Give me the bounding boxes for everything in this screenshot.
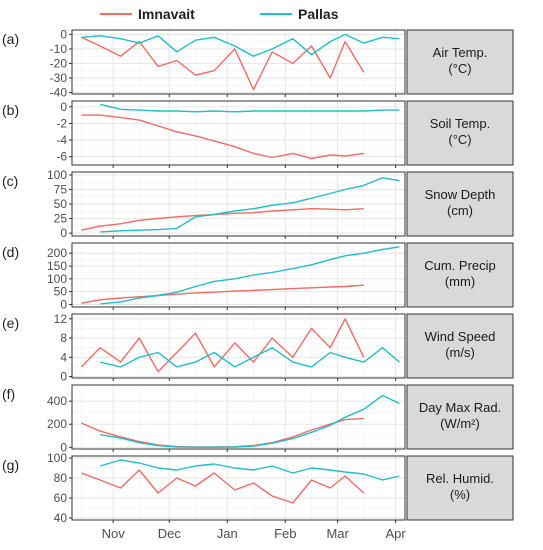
strip-label: (mm) (445, 274, 475, 289)
series-imnavait (81, 284, 364, 304)
y-tick-label: 150 (47, 259, 67, 273)
strip-label: (m/s) (445, 345, 475, 360)
y-tick-label: -6 (56, 150, 67, 164)
strip-label: Day Max Rad. (419, 400, 501, 415)
y-tick-label: 100 (47, 168, 67, 182)
panel-f: 400 200 0 (f) Day Max Rad.(W/m²) (2, 384, 514, 454)
plot-frame (71, 313, 406, 379)
y-tick-label: 8 (60, 331, 67, 345)
y-tick-label: 200 (47, 417, 67, 431)
legend-label-pallas: Pallas (298, 6, 339, 22)
panel-letter: (e) (2, 315, 19, 331)
strip (406, 384, 514, 450)
y-tick-label: 0 (60, 370, 67, 384)
y-tick-label: 25 (54, 212, 68, 226)
y-tick-label: 60 (54, 491, 68, 505)
series-imnavait (80, 318, 365, 373)
panels: 0-10-20-30-40(a)Air Temp.(°C)0-2-4-6(b)S… (2, 27, 514, 525)
strip-label: Cum. Precip (424, 258, 496, 273)
panel-letter: (f) (2, 386, 15, 402)
strip (406, 313, 514, 379)
y-tick-label: 12 (54, 312, 68, 326)
panel-a: 0-10-20-30-40 (a) Air Temp.(°C) (2, 27, 514, 100)
plot-frame (71, 384, 406, 450)
strip-label: (°C) (448, 61, 471, 76)
strip-label: (cm) (447, 203, 473, 218)
series-imnavait (81, 208, 364, 231)
x-tick-label: Dec (158, 526, 182, 541)
y-tick-label: -4 (56, 133, 67, 147)
y-tick-label: -40 (50, 86, 68, 100)
series-pallas (99, 347, 400, 368)
strip-label: (°C) (448, 132, 471, 147)
strip (406, 242, 514, 308)
plot-frame (71, 171, 406, 237)
x-tick-label: Nov (102, 526, 126, 541)
y-tick-label: 0 (60, 226, 67, 240)
y-tick-label: 80 (54, 471, 68, 485)
strip (406, 455, 514, 521)
strip-label: Air Temp. (433, 45, 488, 60)
panel-letter: (c) (2, 173, 18, 189)
panel-e: 12 8 4 0 (e) Wind Speed(m/s) (2, 312, 514, 384)
x-axis: Nov Dec Jan Feb Mar Apr (102, 526, 407, 541)
x-tick-label: Jan (217, 526, 238, 541)
y-tick-label: 100 (47, 272, 67, 286)
panel-g: 100 80 60 40 (g) Rel. Humid.(%) (2, 451, 514, 525)
panel-letter: (g) (2, 457, 19, 473)
y-tick-label: -20 (50, 56, 68, 70)
plot-frame (71, 455, 406, 521)
y-tick-label: 100 (47, 451, 67, 465)
plot-frame (71, 29, 406, 95)
strip-label: Rel. Humid. (426, 471, 494, 486)
strip (406, 171, 514, 237)
legend: Imnavait Pallas (100, 6, 339, 22)
series-pallas (81, 33, 400, 57)
y-tick-label: -2 (56, 116, 67, 130)
panel-letter: (a) (2, 31, 19, 47)
plot-frame (71, 242, 406, 308)
y-tick-label: -30 (50, 71, 68, 85)
series-pallas (99, 103, 400, 113)
strip-label: Snow Depth (425, 187, 496, 202)
panel-b: 0 -2 -4 -6 (b) Soil Temp.(°C) (2, 100, 514, 168)
y-tick-label: 4 (60, 350, 67, 364)
plot-area (72, 385, 405, 449)
strip (406, 29, 514, 95)
y-tick-label: 200 (47, 246, 67, 260)
plot-frame (71, 100, 406, 166)
x-tick-label: Apr (386, 526, 407, 541)
series-pallas (100, 246, 400, 305)
y-tick-label: 40 (54, 511, 68, 525)
x-tick-label: Feb (274, 526, 296, 541)
y-tick-label: 50 (54, 197, 68, 211)
strip-label: (W/m²) (440, 416, 480, 431)
y-tick-label: 75 (54, 182, 68, 196)
legend-label-imnavait: Imnavait (138, 6, 195, 22)
y-tick-label: 0 (60, 440, 67, 454)
strip (406, 100, 514, 166)
strip-label: (%) (450, 487, 470, 502)
strip-label: Soil Temp. (430, 116, 490, 131)
series-pallas (100, 177, 400, 233)
series-imnavait (81, 114, 364, 160)
series-pallas (99, 459, 400, 481)
series-pallas (99, 394, 400, 448)
y-tick-label: 400 (47, 394, 67, 408)
series-imnavait (81, 36, 365, 91)
y-tick-label: -10 (50, 42, 68, 56)
panel-letter: (b) (2, 102, 19, 118)
y-tick-label: 0 (60, 100, 67, 114)
series-imnavait (81, 469, 365, 504)
panel-letter: (d) (2, 244, 19, 260)
y-tick-label: 50 (54, 285, 68, 299)
y-tick-label: 0 (60, 27, 67, 41)
x-tick-label: Mar (326, 526, 349, 541)
y-tick-label: 0 (60, 297, 67, 311)
strip-label: Wind Speed (425, 329, 496, 344)
